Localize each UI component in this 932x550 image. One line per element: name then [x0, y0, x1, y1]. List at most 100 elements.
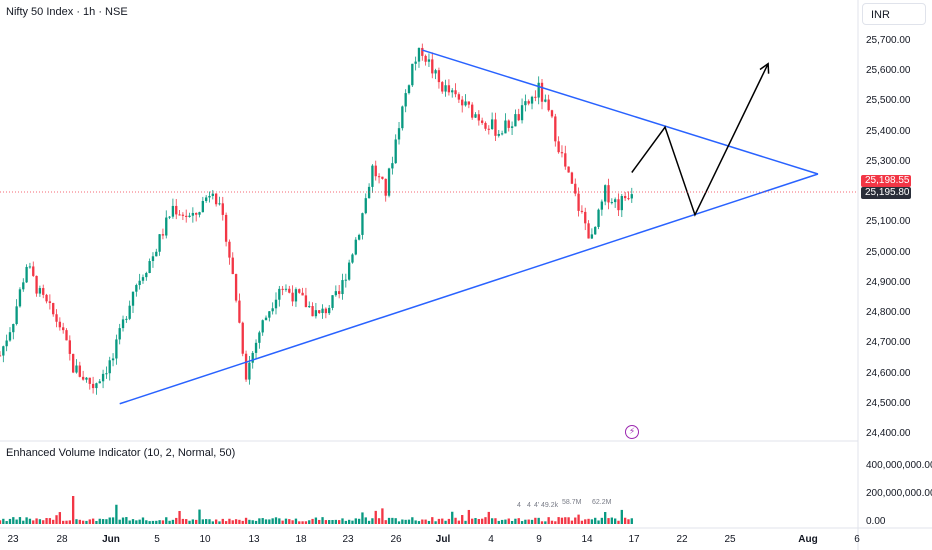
volume-bar: [527, 519, 530, 524]
candle-body: [178, 214, 181, 216]
volume-bar: [214, 519, 218, 524]
volume-bar: [584, 519, 587, 524]
price-tick-label: 25,500.00: [866, 95, 911, 107]
candle-body: [214, 193, 218, 205]
candle-body: [81, 376, 85, 380]
candle-body: [38, 288, 42, 294]
currency-selector[interactable]: INR: [862, 3, 926, 25]
volume-bar: [301, 521, 304, 524]
volume-bar: [311, 518, 314, 524]
volume-bar: [244, 517, 248, 524]
candle-body: [604, 185, 607, 202]
volume-annotation: 4: [527, 502, 531, 509]
candle-body: [404, 93, 407, 107]
volume-bar: [121, 517, 125, 524]
volume-bar: [178, 510, 181, 524]
time-tick-label: 4: [488, 534, 494, 545]
volume-bar: [38, 519, 42, 524]
volume-bar: [447, 518, 451, 524]
candle-body: [351, 254, 354, 263]
candle-body: [28, 266, 32, 268]
price-tick-label: 24,900.00: [866, 276, 911, 288]
volume-bar: [404, 519, 407, 524]
volume-bar: [324, 520, 328, 524]
volume-bar: [604, 512, 607, 524]
volume-bar: [431, 517, 434, 524]
candle-body: [78, 365, 81, 377]
volume-bar: [354, 518, 357, 524]
candle-body: [397, 128, 401, 140]
candle-body: [357, 234, 361, 240]
volume-bar: [101, 519, 105, 524]
candle-body: [294, 289, 298, 302]
candle-body: [264, 317, 268, 321]
volume-bar: [211, 521, 214, 524]
candle-body: [55, 314, 58, 322]
volume-bar: [620, 509, 623, 524]
candle-body: [52, 302, 55, 315]
volume-bar: [251, 520, 254, 524]
candle-body: [15, 306, 18, 325]
volume-bar: [444, 520, 447, 524]
volume-bar: [125, 517, 128, 524]
volume-bar: [221, 518, 224, 524]
flash-icon[interactable]: ⚡: [625, 425, 639, 439]
volume-bar: [228, 518, 231, 524]
volume-bar: [188, 520, 191, 524]
projection-arrowhead: [759, 62, 770, 74]
volume-bar: [45, 518, 48, 524]
candle-body: [165, 217, 168, 236]
candle-body: [188, 215, 191, 217]
candle-body: [42, 288, 45, 295]
current-price-tag: 25,198.55: [861, 175, 911, 187]
candle-body: [371, 165, 374, 187]
candle-body: [58, 321, 62, 328]
volume-bar: [115, 504, 118, 524]
candle-body: [201, 201, 205, 213]
volume-bar: [334, 519, 338, 524]
volume-bar: [161, 520, 165, 524]
volume-bar: [145, 520, 148, 524]
candle-body: [131, 291, 135, 306]
candle-body: [32, 266, 35, 276]
volume-bar: [254, 520, 258, 524]
candle-body: [274, 299, 278, 309]
price-tick-label: 24,700.00: [866, 337, 911, 349]
candle-body: [464, 101, 467, 106]
candle-body: [457, 94, 461, 100]
volume-bar: [497, 520, 500, 524]
volume-bar: [411, 517, 414, 524]
price-tick-label: 25,700.00: [866, 35, 911, 46]
candle-body: [35, 275, 38, 294]
candle-body: [71, 353, 75, 373]
volume-bar: [597, 520, 600, 524]
time-tick-label: 6: [854, 534, 860, 545]
volume-bar: [351, 520, 354, 524]
candle-body: [91, 383, 95, 389]
volume-bar: [564, 517, 567, 524]
time-tick-label: Aug: [798, 534, 818, 545]
volume-bar: [314, 517, 318, 524]
volume-bar: [18, 517, 22, 524]
candle-body: [584, 211, 587, 224]
candle-body: [175, 205, 178, 215]
candle-body: [181, 214, 185, 216]
candle-body: [68, 340, 71, 354]
volume-layer: [0, 496, 633, 524]
candle-body: [347, 262, 351, 280]
candle-body: [151, 256, 155, 262]
volume-bar: [461, 515, 464, 524]
candle-body: [314, 310, 318, 317]
volume-bar: [98, 518, 101, 524]
volume-bar: [35, 518, 38, 524]
candle-body: [128, 305, 131, 319]
candle-body: [185, 215, 188, 217]
time-tick-label: 14: [581, 534, 593, 545]
candle-body: [105, 373, 108, 375]
volume-bar: [554, 521, 557, 524]
candle-body: [108, 360, 111, 374]
candle-body: [138, 280, 141, 286]
candle-body: [467, 101, 471, 105]
candle-body: [530, 96, 534, 104]
volume-bar: [524, 519, 527, 524]
